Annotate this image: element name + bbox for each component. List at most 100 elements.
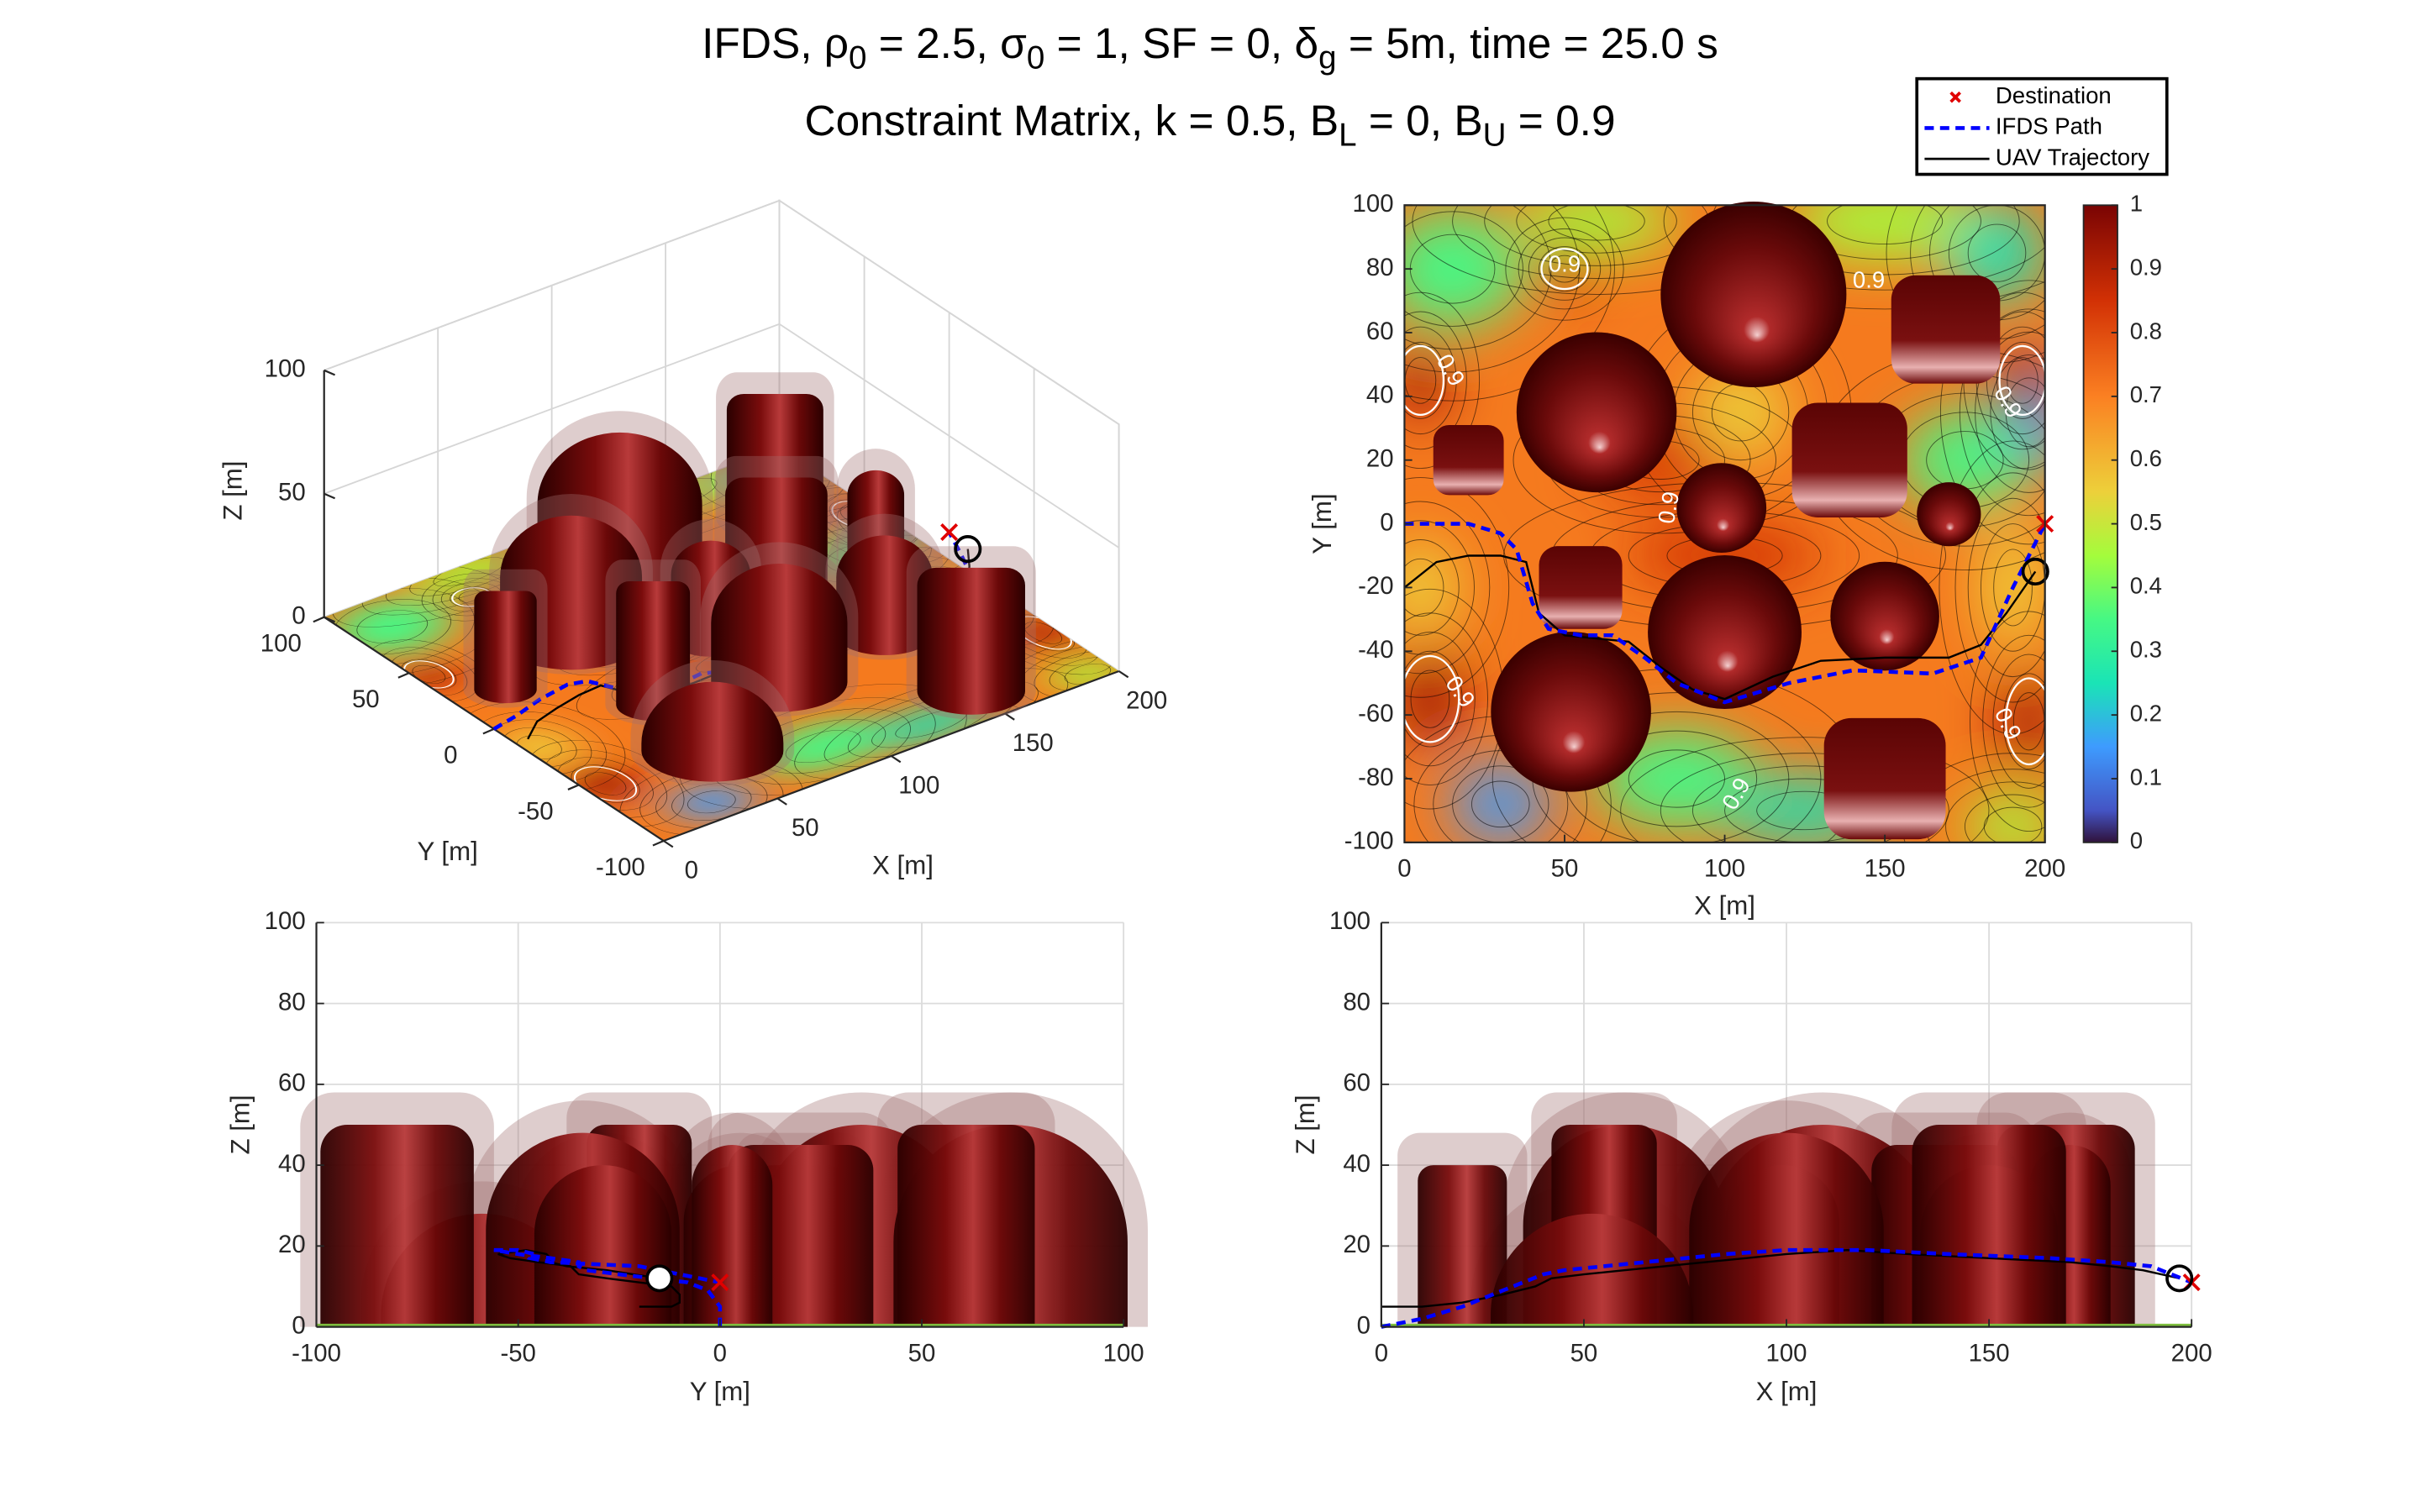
z-tick: [324, 492, 336, 500]
obstacle: [616, 580, 691, 722]
z-axis-label: Z [m]: [218, 461, 247, 521]
y-tick-label: 100: [1329, 907, 1370, 935]
y-tick: [482, 727, 495, 735]
y-tick: [652, 840, 665, 847]
colorbar-tick-label: 0.5: [2130, 509, 2162, 535]
z-tick: [324, 369, 336, 376]
y-tick-label: 40: [1343, 1150, 1370, 1178]
obstacle: [1648, 555, 1802, 709]
obstacle: [1917, 482, 1981, 547]
y-tick-label: -40: [1358, 636, 1393, 664]
title-text: = 2.5, σ: [867, 18, 1027, 67]
y-tick-label: -100: [1344, 827, 1394, 855]
x-tick-label: 0: [685, 857, 698, 885]
contour-label: 0.9: [1653, 490, 1684, 526]
x-tick: [891, 755, 902, 764]
y-tick-label: -100: [596, 853, 645, 881]
obstacle: [534, 1165, 672, 1327]
obstacle: [1912, 1124, 2066, 1327]
y-tick-label: 20: [278, 1231, 306, 1258]
colorbar-tick-label: 0.7: [2130, 381, 2162, 407]
legend: Destination IFDS Path UAV Trajectory: [1915, 76, 2169, 176]
y-tick-label: 0: [1380, 508, 1393, 536]
obstacle: [474, 591, 537, 704]
obstacle: [1830, 561, 1939, 671]
x-axis-label: X [m]: [1694, 890, 1755, 920]
colorbar-tick-label: 0: [2130, 827, 2143, 853]
obstacle: [1660, 201, 1847, 388]
obstacle: [897, 1124, 1035, 1327]
y-tick: [397, 672, 410, 679]
y-tick-label: 20: [1366, 444, 1394, 472]
ifds-path: [1404, 522, 2047, 705]
y-axis-label: Z [m]: [226, 1095, 255, 1154]
destination-marker: [711, 1273, 729, 1292]
y-tick-label: -50: [518, 797, 553, 825]
obstacle: [1491, 632, 1651, 792]
y-tick-label: 60: [278, 1069, 306, 1097]
x-tick-label: 0: [1375, 1339, 1388, 1367]
x-tick-label: 200: [2171, 1339, 2212, 1367]
y-tick-label: 40: [1366, 381, 1394, 409]
y-tick-label: 0: [444, 742, 457, 769]
x-tick-label: 50: [908, 1339, 936, 1367]
legend-marker: [1949, 91, 1961, 103]
y-tick-label: 60: [1343, 1069, 1370, 1097]
title-line: Constraint Matrix, k = 0.5, BL = 0, BU =…: [804, 96, 1615, 154]
obstacle: [1676, 463, 1767, 553]
obstacle: [711, 564, 848, 712]
title-line: IFDS, ρ0 = 2.5, σ0 = 1, SF = 0, δg = 5m,…: [702, 18, 1718, 76]
y-tick-label: 80: [1366, 254, 1394, 281]
x-tick-label: 50: [792, 814, 819, 842]
y-tick: [567, 784, 580, 790]
obstacle: [641, 681, 784, 782]
x-tick-label: 100: [898, 772, 939, 800]
x-axis-label: X [m]: [872, 850, 934, 879]
obstacle: [1791, 402, 1907, 517]
x-tick-label: 50: [1570, 1339, 1598, 1367]
y-tick-label: 100: [260, 630, 302, 658]
z-tick-label: 50: [278, 479, 306, 507]
obstacle: [1891, 275, 2001, 384]
title-subscript: 0: [1027, 40, 1044, 76]
y-tick-label: 80: [1343, 988, 1370, 1016]
x-tick: [1004, 712, 1015, 721]
ifds-path: [492, 531, 978, 731]
y-tick-label: 0: [292, 1311, 305, 1339]
x-tick-label: -50: [500, 1339, 535, 1367]
grid-line: [779, 200, 1120, 425]
title-subscript: U: [1483, 118, 1507, 154]
x-tick: [776, 797, 787, 806]
title-subscript: g: [1318, 40, 1336, 76]
y-tick-label: 60: [1366, 318, 1394, 345]
uav-marker: [645, 1264, 674, 1293]
y-tick-label: 50: [352, 685, 380, 713]
legend-label: Destination: [1996, 82, 2112, 108]
destination-marker: [940, 523, 959, 541]
title-text: = 5m, time = 25.0 s: [1337, 18, 1718, 67]
obstacle: [1418, 1165, 1507, 1327]
y-tick-label: 40: [278, 1150, 306, 1178]
x-tick: [663, 840, 674, 848]
x-tick-label: 100: [1704, 855, 1745, 883]
contour-label: 0.9: [1853, 267, 1885, 293]
x-tick-label: 50: [1551, 855, 1579, 883]
colorbar-tick-label: 0.8: [2130, 318, 2162, 344]
obstacle: [1516, 332, 1677, 493]
axes-side-view: 0 50 100 150 200 0 20 40 60 80 100 X [m] Z [m]: [1291, 907, 2212, 1406]
x-tick-label: 200: [2024, 855, 2065, 883]
x-tick-label: 100: [1103, 1339, 1144, 1367]
contour-label: 0.9: [1549, 251, 1581, 277]
uav-marker: [954, 535, 982, 564]
z-tick: [324, 616, 336, 623]
colorbar-tick-label: 0.1: [2130, 764, 2162, 790]
axes-side-view: -100 -50 0 50 100 0 20 40 60 80 100 Y [m] Z [m]: [226, 907, 1148, 1406]
title-subscript: 0: [849, 40, 866, 76]
y-tick-label: 100: [1353, 190, 1394, 218]
obstacle: [1433, 424, 1504, 496]
legend-label: UAV Trajectory: [1996, 144, 2149, 170]
z-tick-label: 100: [265, 355, 306, 383]
obstacle: [1823, 717, 1946, 840]
